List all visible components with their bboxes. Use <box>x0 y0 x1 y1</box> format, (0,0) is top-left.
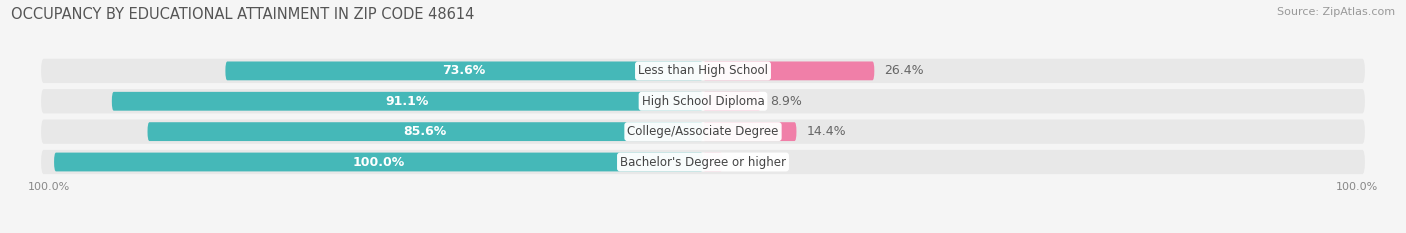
FancyBboxPatch shape <box>148 122 703 141</box>
Text: 91.1%: 91.1% <box>385 95 429 108</box>
Text: 85.6%: 85.6% <box>404 125 447 138</box>
Text: 26.4%: 26.4% <box>884 64 924 77</box>
FancyBboxPatch shape <box>112 92 703 111</box>
FancyBboxPatch shape <box>41 120 1365 144</box>
Text: 100.0%: 100.0% <box>28 182 70 192</box>
FancyBboxPatch shape <box>41 59 1365 83</box>
FancyBboxPatch shape <box>703 92 761 111</box>
Text: 73.6%: 73.6% <box>443 64 486 77</box>
FancyBboxPatch shape <box>703 153 723 171</box>
FancyBboxPatch shape <box>703 122 796 141</box>
Text: OCCUPANCY BY EDUCATIONAL ATTAINMENT IN ZIP CODE 48614: OCCUPANCY BY EDUCATIONAL ATTAINMENT IN Z… <box>11 7 475 22</box>
Text: Less than High School: Less than High School <box>638 64 768 77</box>
Text: Source: ZipAtlas.com: Source: ZipAtlas.com <box>1277 7 1395 17</box>
FancyBboxPatch shape <box>41 89 1365 113</box>
FancyBboxPatch shape <box>53 153 703 171</box>
Text: High School Diploma: High School Diploma <box>641 95 765 108</box>
Text: 100.0%: 100.0% <box>353 155 405 168</box>
Text: 0.0%: 0.0% <box>735 155 768 168</box>
FancyBboxPatch shape <box>41 150 1365 174</box>
FancyBboxPatch shape <box>703 62 875 80</box>
FancyBboxPatch shape <box>225 62 703 80</box>
Text: 100.0%: 100.0% <box>1336 182 1378 192</box>
Text: 14.4%: 14.4% <box>806 125 846 138</box>
Text: Bachelor's Degree or higher: Bachelor's Degree or higher <box>620 155 786 168</box>
Text: 8.9%: 8.9% <box>770 95 803 108</box>
Text: College/Associate Degree: College/Associate Degree <box>627 125 779 138</box>
